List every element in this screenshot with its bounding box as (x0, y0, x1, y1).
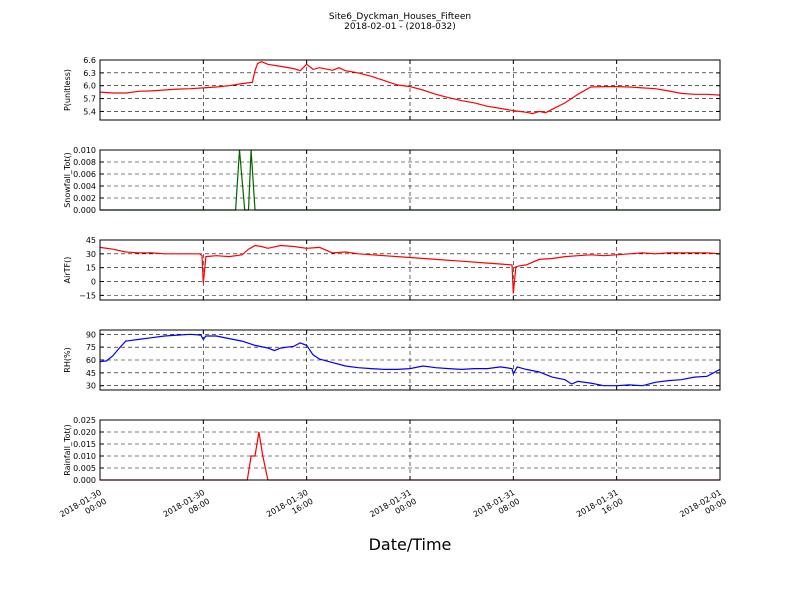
series-line-2 (99, 244, 721, 294)
figure-title-line1: Site6_Dyckman_Houses_Fifteen (329, 12, 471, 22)
panel-3: 30 45 60 75 90 RH(%) (63, 329, 721, 391)
y-tick-label: 0.000 (73, 206, 96, 215)
series-line-0 (99, 61, 721, 115)
series-line-3 (99, 333, 721, 387)
y-tick-label: 45 (86, 369, 96, 378)
y-axis-label: P(unitless) (63, 69, 72, 111)
y-tick-label: 45 (86, 236, 96, 245)
y-axis-label: AirTF() (63, 257, 72, 284)
y-tick-label: −15 (79, 291, 96, 300)
x-tick-label: 2018-01-3016:00 (265, 488, 315, 528)
figure-title-line2: 2018-02-01 - (2018-032) (344, 22, 456, 32)
y-tick-label: 0.005 (73, 464, 96, 473)
y-tick-label: 30 (86, 382, 96, 391)
x-tick-label: 2018-02-0100:00 (678, 488, 728, 528)
y-tick-label: 6.0 (83, 82, 96, 91)
y-tick-label: 15 (86, 264, 96, 273)
y-tick-label: 60 (86, 356, 96, 365)
y-tick-label: 6.6 (83, 56, 96, 65)
plot-frame (99, 239, 721, 301)
y-tick-label: 0.015 (73, 440, 96, 449)
y-tick-label: 0.025 (73, 416, 96, 425)
y-tick-label: 6.3 (83, 69, 96, 78)
panel-0: 5.4 5.7 6.0 6.3 6.6 P(unitless) (63, 56, 721, 121)
y-tick-label: 0.020 (73, 428, 96, 437)
y-tick-label: 90 (86, 330, 96, 339)
panel-1: 0.000 0.002 0.004 0.006 0.008 0.010Snowfall_T… (63, 146, 721, 215)
y-tick-label: 0.010 (73, 146, 96, 155)
y-tick-label: 30 (86, 250, 96, 259)
series-line-4 (100, 431, 720, 481)
y-tick-label: 75 (86, 343, 96, 352)
plot-frame (99, 59, 721, 121)
x-tick-label: 2018-01-3000:00 (58, 488, 108, 528)
plot-frame (99, 149, 721, 211)
y-axis-label: Rainfall_Tot() (63, 424, 72, 476)
y-tick-label: 0.004 (73, 182, 96, 191)
panel-4: 0.000 0.005 0.010 0.015 0.020 0.025Rainfall_T… (63, 416, 721, 485)
y-tick-label: 5.4 (83, 107, 96, 116)
x-tick-label: 2018-01-3008:00 (162, 488, 212, 528)
plot-frame (99, 419, 721, 481)
panel-2: −15 0 15 30 45 AirTF() (63, 236, 721, 301)
chart-panels: 5.45.76.06.36.6P(unitless)0.0000.0020.00… (63, 56, 721, 485)
x-tick-label: 2018-01-3108:00 (472, 488, 522, 528)
y-tick-label: 5.7 (83, 95, 96, 104)
y-tick-label: 0.002 (73, 194, 96, 203)
y-tick-label: 0.008 (73, 158, 96, 167)
y-axis-label: Snowfall_Tot() (63, 152, 72, 208)
x-tick-label: 2018-01-3116:00 (575, 488, 625, 528)
y-tick-label: 0.000 (73, 476, 96, 485)
y-tick-label: 0.006 (73, 170, 96, 179)
x-tick-label: 2018-01-3100:00 (368, 488, 418, 528)
x-axis-label: Date/Time (369, 535, 452, 554)
y-tick-label: 0.010 (73, 452, 96, 461)
y-tick-label: 0 (91, 278, 96, 287)
y-axis-label: RH(%) (63, 347, 72, 372)
x-axis-tick-labels: 2018-01-3000:00 2018-01-3008:00 2018-01-30… (58, 488, 728, 528)
